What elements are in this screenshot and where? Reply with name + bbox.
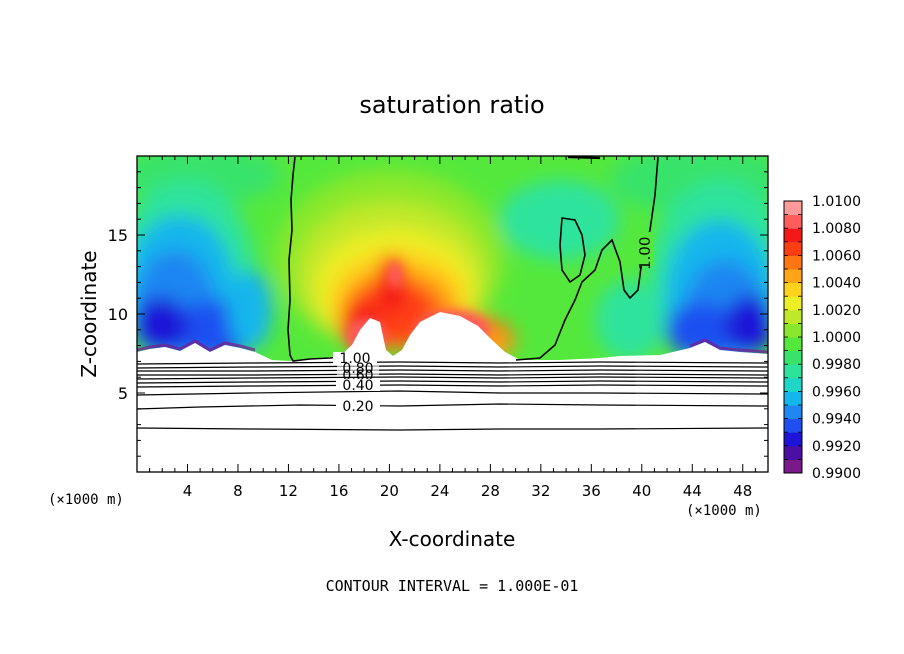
x-axis-label: X-coordinate <box>389 527 516 551</box>
x-unit-left: (×1000 m) <box>48 492 124 508</box>
colorbar-label-9: 0.9920 <box>812 439 861 455</box>
contour-label-0-20: 0.20 <box>342 399 373 415</box>
x-axis-ticks: 4 8 12 16 20 24 28 32 36 40 44 48 <box>149 156 756 500</box>
colorbar-swatch-8 <box>784 350 802 365</box>
x-tick-label-24: 24 <box>430 482 449 500</box>
x-unit-right: (×1000 m) <box>686 503 762 519</box>
y-tick-label-5: 5 <box>118 384 128 403</box>
colorbar-swatch-3 <box>784 418 802 433</box>
colorbar-label-2: 1.0060 <box>812 248 861 264</box>
colorbar-label-8: 0.9940 <box>812 412 861 428</box>
y-tick-label-10: 10 <box>108 305 128 324</box>
heatmap-field <box>137 156 768 472</box>
colorbar-swatch-17 <box>784 228 802 243</box>
chart-title: saturation ratio <box>359 91 544 119</box>
contour-label-right-1-00: 1.00 <box>636 237 654 270</box>
colorbar-swatch-4 <box>784 405 802 420</box>
colorbar-swatch-0 <box>784 459 802 474</box>
x-tick-label-8: 8 <box>233 482 243 500</box>
y-axis-label: Z-coordinate <box>77 250 101 377</box>
x-tick-label-12: 12 <box>279 482 298 500</box>
colorbar-swatch-18 <box>784 214 802 229</box>
y-tick-label-15: 15 <box>108 226 128 245</box>
x-tick-label-36: 36 <box>582 482 601 500</box>
colorbar-label-6: 0.9980 <box>812 357 861 373</box>
colorbar-swatch-16 <box>784 241 802 256</box>
x-tick-label-20: 20 <box>380 482 399 500</box>
x-tick-label-16: 16 <box>329 482 348 500</box>
colorbar-swatch-14 <box>784 269 802 284</box>
x-tick-label-44: 44 <box>683 482 702 500</box>
colorbar-swatch-10 <box>784 323 802 338</box>
colorbar-label-7: 0.9960 <box>812 384 861 400</box>
colorbar-swatch-2 <box>784 432 802 447</box>
colorbar-label-10: 0.9900 <box>812 466 861 482</box>
x-tick-label-32: 32 <box>531 482 550 500</box>
contour-label-0-40: 0.40 <box>342 378 373 394</box>
x-tick-label-40: 40 <box>632 482 651 500</box>
contour-1-00-left <box>287 156 351 362</box>
contour-1-00-loop <box>559 217 586 284</box>
contour-interval-note: CONTOUR INTERVAL = 1.000E-01 <box>326 577 579 595</box>
contour-lines <box>137 156 768 431</box>
colorbar-label-4: 1.0020 <box>812 303 861 319</box>
contour-labels: 1.00 1.00 0.80 0.60 0.40 0.20 <box>333 232 654 415</box>
contour-label-1-00: 1.00 <box>339 351 370 367</box>
colorbar-swatch-12 <box>784 296 802 311</box>
x-tick-label-4: 4 <box>183 482 193 500</box>
colorbar-label-3: 1.0040 <box>812 276 861 292</box>
colorbar-label-1: 1.0080 <box>812 221 861 237</box>
x-tick-label-28: 28 <box>481 482 500 500</box>
colorbar-labels: 1.0100 1.0080 1.0060 1.0040 1.0020 1.0000 0.99… <box>812 194 861 482</box>
colorbar-label-5: 1.0000 <box>812 330 861 346</box>
x-tick-label-48: 48 <box>733 482 752 500</box>
colorbar-swatch-11 <box>784 309 802 324</box>
colorbar-swatch-1 <box>784 445 802 460</box>
colorbar-label-0: 1.0100 <box>812 194 861 210</box>
colorbar-swatch-7 <box>784 364 802 379</box>
colorbar-swatch-5 <box>784 391 802 406</box>
colorbar <box>783 200 803 474</box>
colorbar-swatch-9 <box>784 337 802 352</box>
colorbar-swatch-19 <box>784 201 802 216</box>
contour-top-segment <box>567 156 601 160</box>
colorbar-swatch-13 <box>784 282 802 297</box>
y-axis-ticks: 5 10 15 <box>108 171 768 457</box>
colorbar-swatch-6 <box>784 377 802 392</box>
colorbar-swatch-15 <box>784 255 802 270</box>
contour-label-0-80: 0.80 <box>342 361 373 377</box>
